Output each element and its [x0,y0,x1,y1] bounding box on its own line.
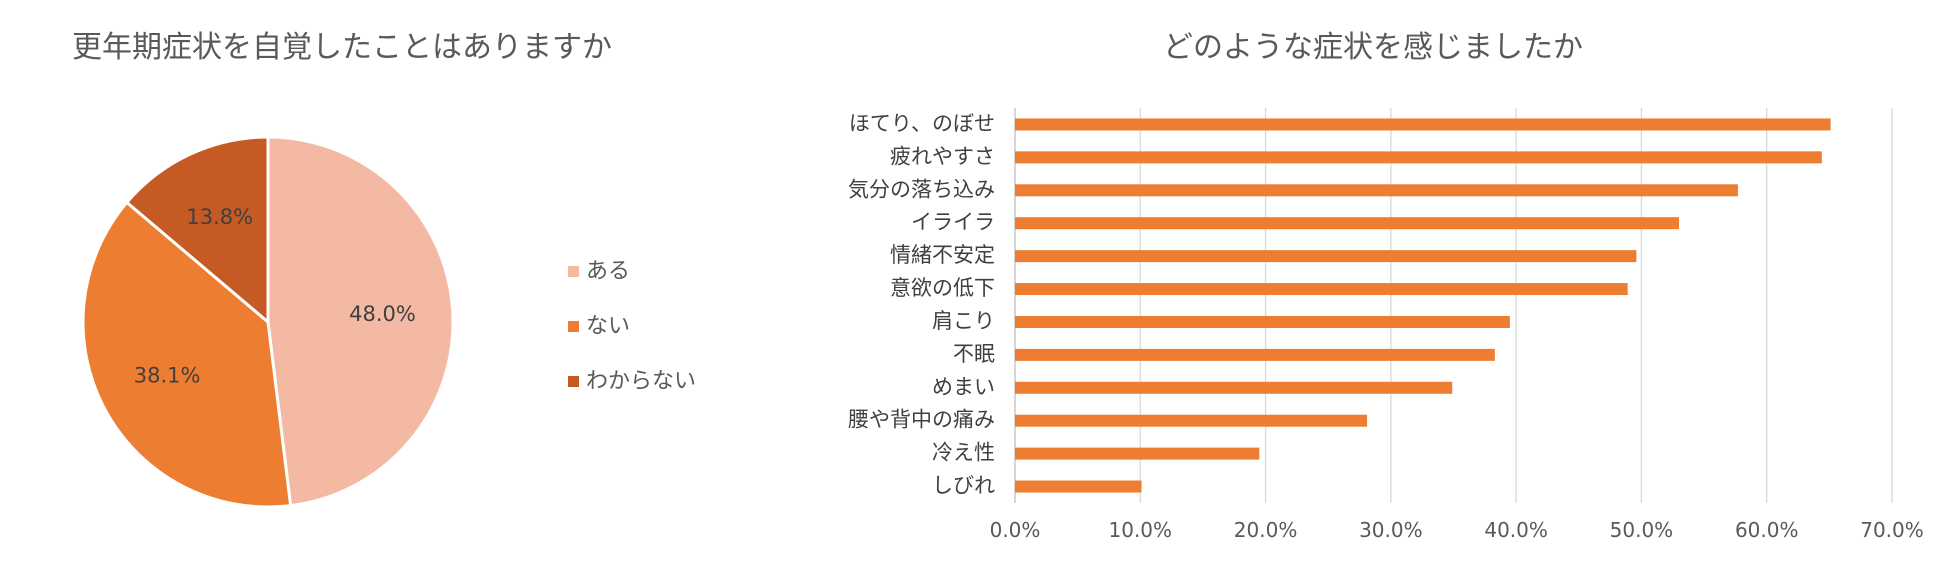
legend-swatch [568,266,579,277]
pie-chart-title: 更年期症状を自覚したことはありますか [72,30,612,65]
bar [1015,480,1142,493]
bar-chart: 0.0% 10.0% 20.0% 30.0% 40.0% 50.0% 60.0% 70.0% ほ… [848,108,1924,542]
bar [1015,381,1453,394]
category-label: 冷え性 [932,441,995,465]
x-tick-label: 70.0% [1860,518,1924,542]
x-tick-label: 0.0% [990,518,1041,542]
pie-data-label: 38.1% [134,364,201,388]
bar [1015,250,1637,263]
bar-chart-title: どのような症状を感じましたか [1163,30,1583,65]
category-label: 肩こり [932,309,995,333]
x-tick-label: 20.0% [1234,518,1298,542]
pie-data-label: 13.8% [186,205,253,229]
x-tick-label: 10.0% [1109,518,1173,542]
bar [1015,348,1495,361]
legend-entry: ある [586,259,630,284]
category-label: めまい [932,375,995,399]
legend-entry: わからない [586,369,696,394]
category-label: 気分の落ち込み [848,177,995,201]
x-tick-label: 40.0% [1484,518,1548,542]
bar [1015,217,1680,230]
category-label: イライラ [911,210,995,234]
category-label: 意欲の低下 [890,276,995,300]
pie-slice [266,135,455,508]
pie-slice [81,200,293,509]
category-label: 腰や背中の痛み [848,408,995,432]
legend-swatch [568,376,579,387]
category-label: 情緒不安定 [890,243,995,267]
bar [1015,414,1368,427]
category-label: 不眠 [953,342,995,366]
bar [1015,118,1831,131]
bar [1015,283,1628,296]
category-label: 疲れやすさ [890,144,995,168]
pie-data-label: 48.0% [349,302,416,326]
bar [1015,184,1738,197]
category-label: ほてり、のぼせ [849,111,995,135]
x-tick-label: 50.0% [1610,518,1674,542]
category-label: しびれ [932,474,995,498]
bar [1015,151,1822,164]
bar [1015,315,1510,328]
bar [1015,447,1260,460]
legend-swatch [568,321,579,332]
legend-entry: ない [586,314,630,339]
x-tick-label: 30.0% [1359,518,1423,542]
pie-slice [124,135,270,326]
x-tick-label: 60.0% [1735,518,1799,542]
